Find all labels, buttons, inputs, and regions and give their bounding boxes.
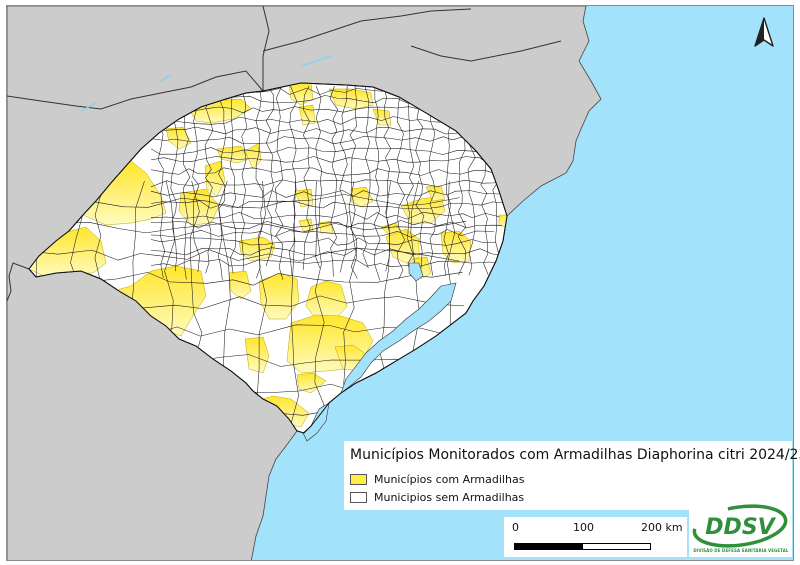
rivers — [80, 55, 332, 112]
ddsv-logo: DDSV DIVISÃO DE DEFESA SANITÁRIA VEGETAL — [689, 504, 792, 557]
ddsv-logo-mark: DDSV — [692, 504, 788, 548]
scale-label-200: 200 km — [641, 521, 683, 534]
legend-title: Municípios Monitorados com Armadilhas Di… — [350, 447, 800, 463]
lagoons — [302, 262, 457, 442]
legend-label: Municípios com Armadilhas — [374, 472, 525, 486]
scale-bar: 0 100 200 km — [504, 517, 687, 557]
country-borders — [7, 6, 562, 302]
municipality-borders — [30, 85, 507, 433]
legend-item-com-armadilhas: Municípios com Armadilhas — [350, 470, 524, 488]
logo-text: DDSV — [705, 515, 776, 540]
legend-label: Municipios sem Armadilhas — [374, 490, 525, 504]
north-arrow-icon — [754, 17, 774, 47]
legend-swatch-white — [350, 491, 367, 503]
scale-label-100: 100 — [573, 521, 594, 534]
state-outline — [28, 82, 508, 434]
legend-swatch-yellow — [350, 473, 367, 485]
scale-label-0: 0 — [512, 521, 519, 534]
logo-subtitle: DIVISÃO DE DEFESA SANITÁRIA VEGETAL — [693, 548, 789, 553]
scale-bar-graphic — [514, 543, 651, 550]
legend-item-sem-armadilhas: Municipios sem Armadilhas — [350, 488, 524, 506]
legend: Municípios Monitorados com Armadilhas Di… — [344, 441, 800, 510]
